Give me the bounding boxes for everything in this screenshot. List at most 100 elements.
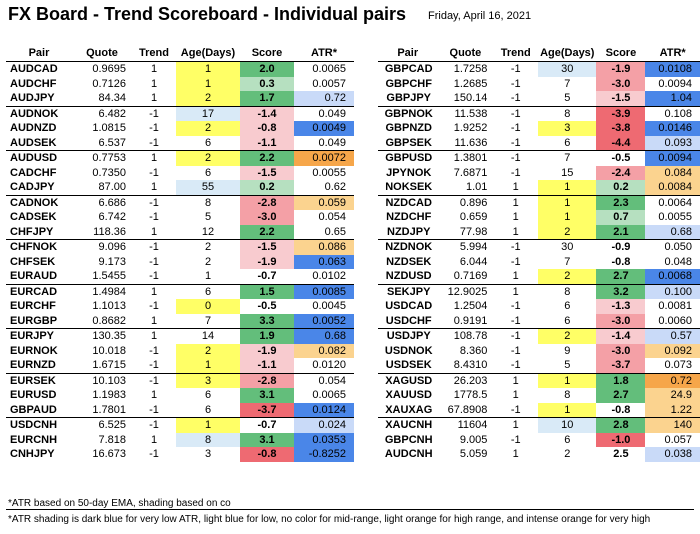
age-cell: 15: [561, 166, 574, 179]
quote-cell: 10.018: [92, 344, 126, 357]
quote-cell: 5.059: [459, 448, 488, 461]
trend-cell: -1: [510, 314, 521, 327]
pair-cell: AUDCHF: [10, 77, 57, 90]
age-cell: 1: [538, 194, 597, 210]
table-row: EURGBP 0.8682 1 7 3.3 0.0052: [6, 313, 354, 329]
age-cell: 8: [538, 105, 597, 121]
trend-cell: 1: [150, 63, 158, 76]
quote-cell: 0.659: [459, 211, 488, 224]
trend-cell: -1: [510, 359, 521, 372]
table-row: XAUUSD 1778.5 1 8 2.7 24.9: [378, 388, 700, 403]
score-cell: -2.8: [240, 194, 294, 210]
atr-cell: 0.0064: [645, 194, 700, 210]
pair-cell: CADCHF: [10, 166, 57, 179]
atr-cell: 0.0102: [312, 270, 346, 283]
table-row: GBPNOK 11.538 -1 8 -3.9 0.108: [378, 105, 700, 121]
quote-cell: 1.1983: [92, 389, 126, 402]
atr-cell: 0.054: [294, 372, 354, 388]
age-cell: 2: [176, 150, 240, 166]
quote-cell: 6.537: [98, 136, 126, 149]
pair-cell: GBPCNH: [384, 433, 433, 446]
score-cell: -0.8: [611, 255, 631, 268]
pair-cell: EURAUD: [10, 270, 58, 283]
table-row: USDCHF 0.9191 -1 6 -3.0 0.0060: [378, 313, 700, 329]
age-cell: 5: [564, 92, 571, 105]
table-row: USDJPY 108.78 -1 2 -1.4 0.57: [378, 328, 700, 344]
age-cell: 2: [176, 343, 240, 358]
trend-cell: -1: [493, 328, 539, 344]
score-cell: 1.8: [596, 372, 646, 388]
atr-cell: 0.0353: [294, 432, 354, 447]
score-cell: -3.0: [240, 210, 294, 225]
table-row: AUDSEK 6.537 -1 6 -1.1 0.049: [6, 135, 354, 151]
atr-cell: 0.086: [294, 239, 354, 255]
atr-cell: 1.22: [645, 402, 700, 418]
score-cell: -1.4: [240, 105, 294, 121]
atr-cell: 0.0060: [658, 314, 692, 327]
atr-cell: 0.059: [294, 194, 354, 210]
trend-cell: 1: [132, 283, 176, 299]
age-cell: 8: [176, 194, 240, 210]
score-cell: -3.0: [596, 76, 646, 91]
trend-cell: 1: [150, 433, 158, 446]
trend-cell: -1: [149, 403, 159, 416]
quote-cell: 77.98: [459, 225, 488, 238]
pair-cell: XAUXAG: [385, 403, 433, 416]
quote-cell: 0.7350: [92, 166, 126, 179]
pair-cell: XAUUSD: [385, 389, 432, 402]
quote-cell: 7.818: [98, 433, 126, 446]
score-cell: -1.5: [240, 165, 294, 180]
score-cell: -1.9: [240, 254, 294, 269]
pair-cell: GBPCAD: [384, 63, 433, 76]
score-cell: -1.1: [240, 135, 294, 151]
trend-cell: -1: [493, 239, 539, 255]
trend-cell: -1: [149, 122, 159, 135]
score-cell: -1.5: [240, 239, 294, 255]
atr-cell: 0.68: [645, 224, 700, 240]
table-row: GBPAUD 1.7801 -1 6 -3.7 0.0124: [6, 402, 354, 418]
pair-cell: GBPJPY: [386, 92, 432, 105]
quote-cell: 16.673: [92, 448, 126, 461]
score-cell: 3.3: [240, 313, 294, 329]
atr-cell: 0.050: [645, 239, 700, 255]
atr-cell: 0.093: [645, 135, 700, 151]
atr-cell: 0.108: [645, 105, 700, 121]
age-cell: 17: [176, 105, 240, 121]
age-cell: 2: [538, 269, 597, 284]
atr-cell: 0.0068: [645, 269, 700, 284]
atr-cell: 0.063: [294, 254, 354, 269]
quote-cell: 12.9025: [437, 283, 494, 299]
pair-cell: AUDCAD: [10, 63, 58, 76]
age-cell: 2: [176, 239, 240, 255]
pair-cell: SEKJPY: [378, 283, 438, 299]
quote-cell: 1.01: [465, 181, 488, 194]
score-cell: -1.3: [596, 299, 646, 314]
table-row: GBPCAD 1.7258 -1 30 -1.9 0.0108: [378, 61, 700, 77]
trend-cell: -1: [510, 92, 521, 105]
pair-cell: EURCHF: [10, 300, 56, 313]
table-row: CHFJPY 118.36 1 12 2.2 0.65: [6, 224, 354, 240]
atr-cell: 0.0052: [294, 313, 354, 329]
pair-cell: CADNOK: [6, 194, 72, 210]
score-cell: -1.9: [596, 61, 646, 77]
trend-cell: 1: [493, 417, 539, 433]
pair-cell: USDCHF: [385, 314, 432, 327]
age-cell: 8: [176, 432, 240, 447]
table-row: EURNOK 10.018 -1 2 -1.9 0.082: [6, 343, 354, 358]
trend-cell: -1: [510, 122, 521, 135]
atr-cell: 0.0124: [294, 402, 354, 418]
pair-cell: GBPCHF: [385, 77, 432, 90]
trend-cell: 1: [150, 181, 158, 194]
atr-cell: 0.65: [324, 225, 346, 238]
score-cell: -0.8: [240, 447, 294, 462]
quote-cell: 8.4310: [453, 359, 488, 372]
age-cell: 5: [564, 359, 571, 372]
atr-cell: 0.024: [294, 417, 354, 433]
atr-cell: 0.62: [324, 181, 346, 194]
atr-cell: 0.048: [664, 255, 692, 268]
table-row: AUDCAD 0.9695 1 1 2.0 0.0065: [6, 61, 354, 77]
footnote-divider: [6, 509, 694, 510]
table-row: EURJPY 130.35 1 14 1.9 0.68: [6, 328, 354, 344]
trend-cell: 1: [512, 389, 519, 402]
header-score: Score: [596, 44, 646, 62]
